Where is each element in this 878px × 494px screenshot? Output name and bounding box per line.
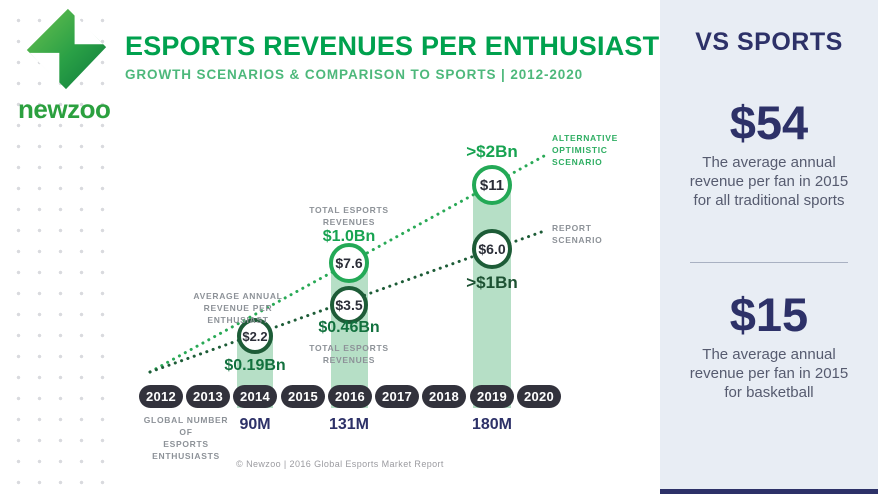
year-pill-2019: 2019	[470, 385, 514, 408]
sidebar-title: VS SPORTS	[695, 28, 843, 56]
header: ESPORTS REVENUES PER ENTHUSIAST GROWTH S…	[125, 31, 659, 82]
sidebar-divider	[690, 262, 848, 263]
stat-value: $54	[729, 96, 809, 149]
revenue-2019-optimistic-label: >$2Bn	[466, 142, 518, 161]
enthusiasts-2016: 131M	[328, 416, 370, 433]
caption-line: GLOBAL NUMBER OF	[143, 415, 229, 437]
year-pill-2012: 2012	[139, 385, 183, 408]
bar-2019	[473, 183, 511, 408]
caption-line: REVENUES	[322, 354, 376, 365]
legend-line: ALTERNATIVE	[552, 133, 618, 143]
page-subtitle: GROWTH SCENARIOS & COMPARISON TO SPORTS …	[125, 67, 584, 82]
year-pill-2016: 2016	[328, 385, 372, 408]
stat-traditional-sports: $54 The average annual revenue per fan i…	[660, 99, 878, 210]
caption-line: REVENUE PER	[203, 302, 273, 313]
stat-basketball: $15 The average annual revenue per fan i…	[660, 291, 878, 402]
sidebar-bottom-bar	[660, 489, 878, 494]
data-point-2019-optimistic: $11	[472, 165, 512, 205]
newzoo-logo: newzoo	[18, 6, 118, 125]
caption-line: ESPORTS ENTHUSIASTS	[152, 438, 220, 461]
vs-sports-panel: VS SPORTS $54 The average annual revenue…	[660, 0, 878, 494]
dot-pattern-background	[2, 2, 106, 492]
total-esports-revenues-caption-top: TOTAL ESPORTS REVENUES	[301, 205, 397, 229]
data-point-value: $3.5	[335, 297, 363, 313]
caption-line: TOTAL ESPORTS	[309, 343, 389, 353]
year-pill-2018: 2018	[422, 385, 466, 408]
year-pill-2020: 2020	[517, 385, 561, 408]
caption-line: REVENUES	[322, 216, 376, 227]
newzoo-logo-icon	[26, 8, 107, 90]
legend-line: SCENARIO	[552, 234, 603, 245]
data-point-value: $7.6	[335, 255, 363, 271]
data-point-2019-report: $6.0	[472, 229, 512, 269]
avg-annual-revenue-caption: AVERAGE ANNUAL REVENUE PER ENTHUSIAST	[190, 291, 286, 327]
data-point-value: $6.0	[478, 241, 506, 257]
legend-line: OPTIMISTIC	[552, 144, 608, 155]
newzoo-wordmark: newzoo	[18, 94, 111, 124]
report-scenario-legend: REPORT SCENARIO	[552, 223, 632, 247]
caption-line: AVERAGE ANNUAL	[193, 291, 283, 301]
legend-line: REPORT	[552, 223, 592, 233]
year-pill-2017: 2017	[375, 385, 419, 408]
enthusiasts-2019: 180M	[471, 416, 513, 433]
year-pill-2014: 2014	[233, 385, 277, 408]
total-esports-revenues-caption-bottom: TOTAL ESPORTS REVENUES	[301, 343, 397, 367]
year-pill-2013: 2013	[186, 385, 230, 408]
copyright-credit: © Newzoo | 2016 Global Esports Market Re…	[236, 459, 444, 469]
global-enthusiasts-axis-caption: GLOBAL NUMBER OF ESPORTS ENTHUSIASTS	[136, 415, 236, 463]
caption-line: TOTAL ESPORTS	[309, 205, 389, 215]
stat-description: The average annual revenue per fan in 20…	[689, 346, 849, 401]
stat-value: $15	[729, 288, 809, 341]
revenue-2016-report-label: $0.46Bn	[318, 319, 380, 336]
enthusiasts-2014: 90M	[239, 416, 271, 433]
optimistic-scenario-legend: ALTERNATIVE OPTIMISTIC SCENARIO	[552, 133, 632, 169]
stat-description: The average annual revenue per fan in 20…	[689, 154, 849, 209]
page-title: ESPORTS REVENUES PER ENTHUSIAST	[125, 31, 660, 61]
revenue-2019-report-label: >$1Bn	[466, 273, 518, 292]
caption-line: ENTHUSIAST	[207, 314, 269, 325]
data-point-2016-optimistic: $7.6	[329, 243, 369, 283]
legend-line: SCENARIO	[552, 156, 603, 167]
data-point-value: $2.2	[242, 328, 268, 344]
data-point-value: $11	[479, 176, 505, 194]
year-pill-2015: 2015	[281, 385, 325, 408]
revenue-2016-optimistic-label: $1.0Bn	[322, 228, 376, 245]
revenue-2014-label: $0.19Bn	[224, 357, 286, 374]
